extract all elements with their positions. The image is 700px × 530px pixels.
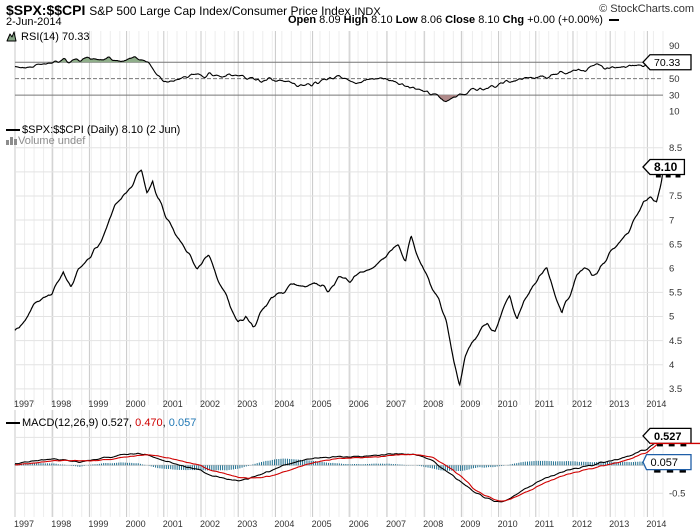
svg-text:2014: 2014 bbox=[646, 519, 666, 529]
svg-text:2001: 2001 bbox=[163, 519, 183, 529]
svg-text:1999: 1999 bbox=[88, 519, 108, 529]
svg-text:2006: 2006 bbox=[349, 519, 369, 529]
svg-text:2007: 2007 bbox=[386, 519, 406, 529]
svg-text:2008: 2008 bbox=[423, 519, 443, 529]
svg-text:2005: 2005 bbox=[312, 519, 332, 529]
svg-text:2010: 2010 bbox=[498, 519, 518, 529]
svg-text:2002: 2002 bbox=[200, 519, 220, 529]
svg-text:2009: 2009 bbox=[460, 519, 480, 529]
svg-text:2013: 2013 bbox=[609, 519, 629, 529]
svg-text:2003: 2003 bbox=[237, 519, 257, 529]
svg-text:2000: 2000 bbox=[126, 519, 146, 529]
svg-text:1998: 1998 bbox=[51, 519, 71, 529]
svg-text:1997: 1997 bbox=[14, 519, 34, 529]
svg-text:0.527: 0.527 bbox=[654, 431, 682, 443]
svg-text:-0.5: -0.5 bbox=[669, 488, 685, 499]
svg-text:2012: 2012 bbox=[572, 519, 592, 529]
svg-text:2011: 2011 bbox=[535, 519, 554, 529]
svg-text:2004: 2004 bbox=[274, 519, 294, 529]
svg-text:0.057: 0.057 bbox=[651, 457, 679, 469]
